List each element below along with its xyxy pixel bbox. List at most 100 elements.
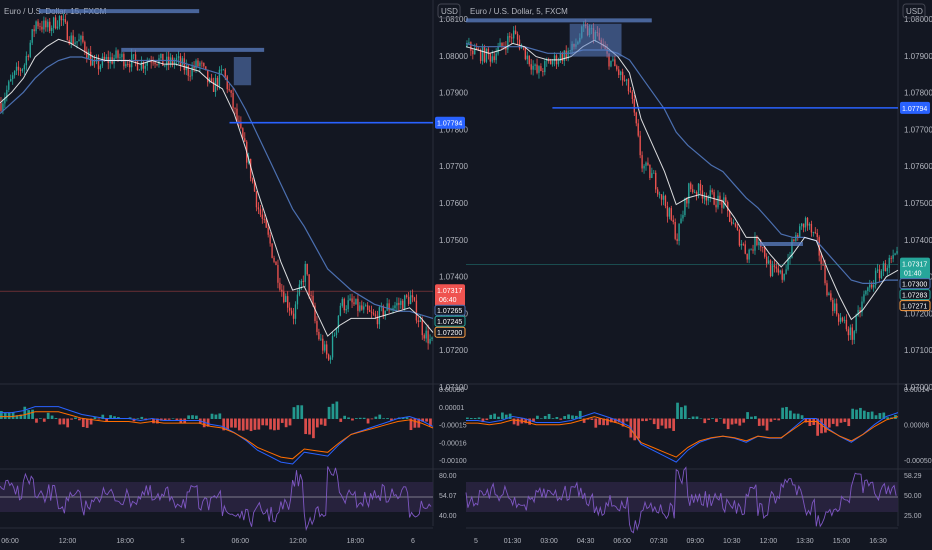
candle-body <box>884 263 887 272</box>
macd-tick-label: 0.00014 <box>904 387 929 394</box>
macd-histogram-bar <box>58 418 62 425</box>
candle-body <box>534 64 536 66</box>
candle-body <box>355 298 357 305</box>
candle-body <box>308 274 310 295</box>
macd-histogram-bar <box>7 412 11 419</box>
candle-body <box>423 335 425 339</box>
candle-body <box>896 251 898 254</box>
ma-label: 1.07245 <box>437 319 462 326</box>
candle-body <box>775 266 778 269</box>
candle-body <box>816 233 818 238</box>
ma-label-bg <box>434 326 466 338</box>
candle-body <box>271 243 273 258</box>
candle-body <box>631 92 634 100</box>
candle-body <box>791 239 793 258</box>
rsi-tick-label: 25.00 <box>904 513 922 520</box>
candle-body <box>210 78 213 82</box>
candle-body <box>526 55 528 60</box>
macd-histogram-bar <box>862 410 866 419</box>
candle-body <box>876 269 879 271</box>
candle-body <box>216 77 219 86</box>
macd-histogram-bar <box>551 418 555 419</box>
chart-panel-right: 1.08000 1.07900 1.07800 1.07700 1.07600 1.075… <box>465 0 932 545</box>
macd-histogram-bar <box>81 418 85 428</box>
macd-histogram-bar <box>664 418 668 429</box>
candle-body <box>839 317 842 322</box>
candle-body <box>765 256 768 264</box>
macd-histogram-bar <box>202 418 206 428</box>
macd-histogram-bar <box>641 418 644 422</box>
candle-body <box>528 55 530 65</box>
candle-body <box>306 263 308 275</box>
candle-body <box>512 30 515 39</box>
candle-body <box>872 284 875 288</box>
candle-body <box>337 315 340 329</box>
candle-body <box>754 236 756 251</box>
macd-histogram-bar <box>516 418 520 426</box>
macd-histogram-bar <box>824 418 827 433</box>
price-tick-label: 1.07100 <box>904 346 932 355</box>
candle-body <box>711 190 713 193</box>
candle-body <box>349 298 351 301</box>
macd-histogram-bar <box>874 415 878 419</box>
candle-body <box>647 162 649 165</box>
macd-histogram-bar <box>785 406 788 419</box>
candle-body <box>867 287 869 291</box>
macd-histogram-bar <box>668 418 672 429</box>
candle-body <box>23 65 26 70</box>
candle-body <box>411 295 414 298</box>
macd-line <box>0 406 434 465</box>
candle-body <box>64 19 67 23</box>
candle-body <box>814 232 816 234</box>
candle-body <box>52 17 55 28</box>
candle-body <box>865 290 867 295</box>
candle-body <box>635 112 637 124</box>
macd-histogram-bar <box>308 418 311 435</box>
candle-body <box>285 296 287 303</box>
macd-histogram-bar <box>512 418 516 425</box>
candle-body <box>117 50 119 58</box>
candle-body <box>709 190 711 197</box>
candle-body <box>481 47 484 61</box>
macd-histogram-bar <box>421 418 425 422</box>
macd-histogram-bar <box>625 418 629 422</box>
candle-body <box>818 237 820 256</box>
macd-histogram-bar <box>257 418 261 430</box>
macd-histogram-bar <box>85 418 89 428</box>
price-tick-label: 1.07700 <box>439 162 468 171</box>
candle-body <box>273 257 275 262</box>
macd-histogram-bar <box>734 418 738 424</box>
ma-label: 1.07265 <box>437 308 462 315</box>
candle-body <box>2 103 4 111</box>
candle-body <box>690 183 692 190</box>
macd-histogram-bar <box>296 405 300 419</box>
candle-body <box>472 50 474 55</box>
candle-body <box>789 257 791 260</box>
candle-body <box>804 217 807 228</box>
macd-histogram-bar <box>571 415 574 419</box>
macd-histogram-bar <box>323 418 327 426</box>
candle-body <box>701 190 704 199</box>
candle-body <box>240 121 242 129</box>
candle-body <box>857 310 859 316</box>
candle-body <box>676 238 678 241</box>
candle-body <box>134 54 137 61</box>
candle-body <box>764 247 766 257</box>
candle-body <box>756 236 758 246</box>
candle-body <box>703 196 706 199</box>
candle-body <box>47 21 49 28</box>
candle-body <box>625 79 628 81</box>
candle-body <box>540 66 542 72</box>
macd-histogram-bar <box>327 406 331 419</box>
time-tick-label: 13:30 <box>796 538 814 545</box>
candle-body <box>618 69 620 75</box>
candle-body <box>162 53 164 66</box>
macd-histogram-bar <box>89 418 93 425</box>
candle-body <box>51 27 53 31</box>
macd-histogram-bar <box>816 418 819 436</box>
macd-histogram-bar <box>493 413 496 419</box>
macd-histogram-bar <box>750 416 753 419</box>
candle-body <box>394 305 396 309</box>
macd-histogram-bar <box>191 415 194 419</box>
